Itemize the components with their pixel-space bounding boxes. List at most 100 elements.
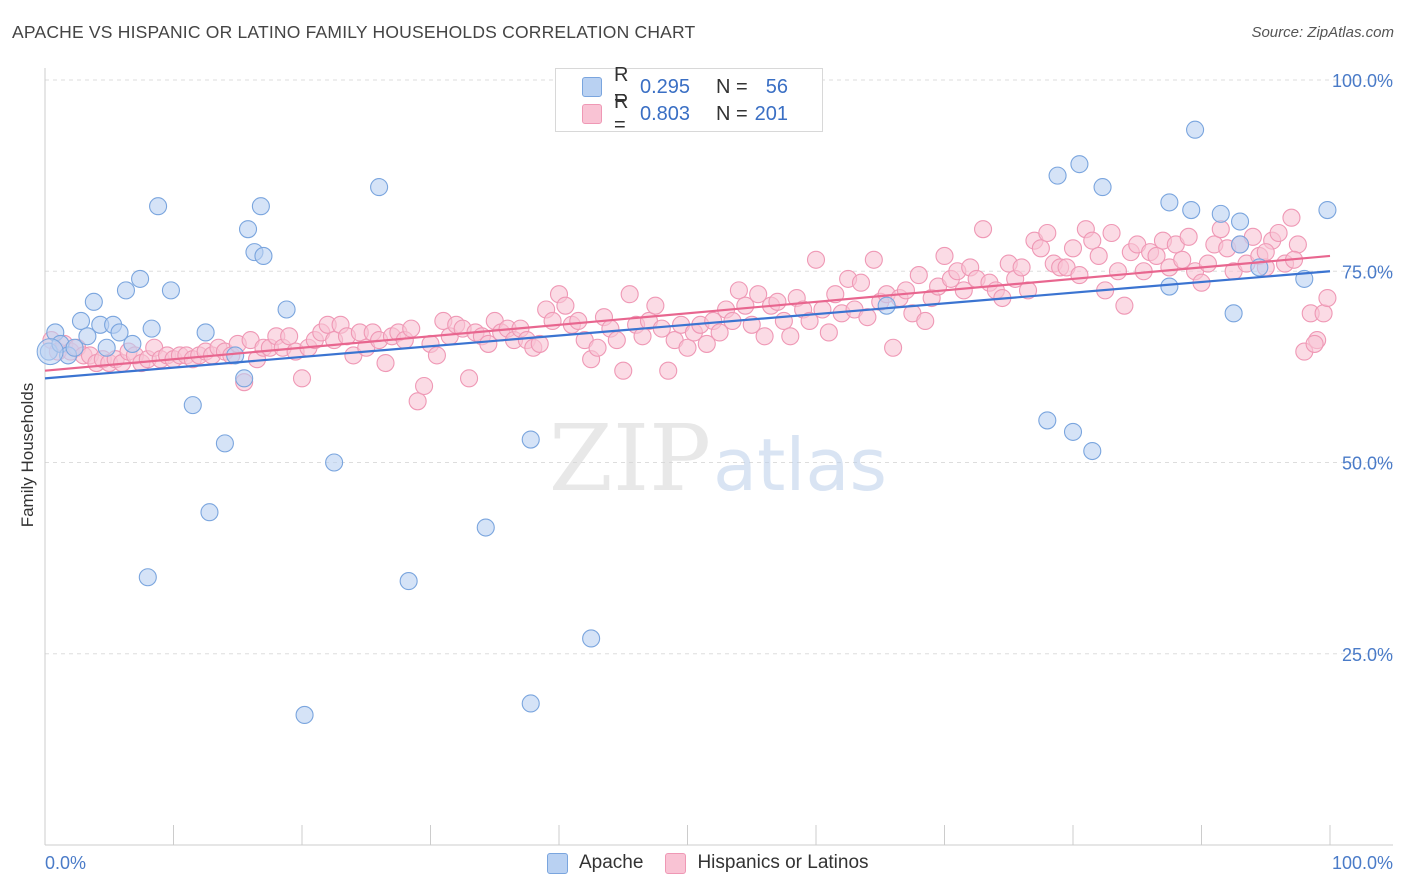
hispanic-point [1147,246,1166,265]
apache-point [84,292,103,311]
hispanic-point [1012,258,1031,277]
apache-point [71,311,91,331]
axis-layer [44,68,1393,846]
y-tick-label: 25.0% [1342,645,1393,665]
series-legend: Apache Hispanics or Latinos [547,852,891,874]
hispanic-point [633,327,652,346]
hispanic-point [1269,223,1288,243]
hispanic-point [697,334,716,353]
x-tick-label: 100.0% [1332,853,1393,873]
apache-point [1186,120,1205,139]
hispanic-point [646,296,665,315]
hispanic-point [826,285,845,304]
y-tick-label: 100.0% [1332,71,1393,91]
legend-n-label: N = [716,75,748,98]
hispanic-point [678,338,697,357]
hispanic-point [884,338,903,357]
y-tick-label: 50.0% [1342,454,1393,474]
apache-point [142,319,161,338]
hispanic-trend-line [44,254,1331,372]
hispanic-point [819,323,838,342]
apache-point [131,269,150,288]
apache-point [238,220,258,239]
hispanic-point [1318,288,1337,308]
hispanic-point [736,296,755,315]
series-legend-label: Hispanics or Latinos [697,852,869,873]
apache-point [36,338,64,366]
hispanic-point [896,281,916,300]
hispanic-point [1115,296,1134,315]
series-legend-label: Apache [579,852,644,873]
apache-point [277,300,296,319]
points-layer [36,120,1337,725]
apache-point [1224,304,1243,323]
hispanic-point [479,334,498,353]
hispanic-point [1256,243,1275,262]
y-tick-label: 75.0% [1342,262,1393,282]
apache-point [1211,204,1230,223]
legend-row-hispanic: R = 0.803 N = 201 [582,91,788,136]
hispanic-point [376,353,395,373]
apache-point [251,197,270,216]
apache-point [1063,422,1083,441]
hispanic-point [749,285,768,304]
legend-r-label: R = [614,91,629,136]
hispanic-point [1083,231,1102,250]
apache-point [196,323,215,342]
hispanic-point [1108,262,1128,281]
apache-point [65,338,84,357]
hispanic-point [973,220,993,239]
hispanic-point [1038,223,1057,243]
hispanic-point [806,250,826,269]
hispanic-point [710,323,729,342]
apache-point [1231,212,1250,231]
apache-point [138,568,157,587]
hispanic-point [935,246,954,265]
tick-labels: 25.0% 50.0% 75.0% 100.0% 0.0% 100.0% [45,71,1393,873]
apache-point [1093,178,1112,197]
legend-r-label: R = [614,64,629,109]
series-legend-apache[interactable]: Apache [547,852,643,874]
apache-point [97,338,116,357]
apache-point [877,296,896,315]
hispanic-point [530,334,549,353]
hispanic-point [774,311,793,331]
hispanic-point [659,361,678,380]
source-label: Source: ZipAtlas.com [1251,24,1394,41]
apache-point [399,572,418,591]
chart-title: APACHE VS HISPANIC OR LATINO FAMILY HOUS… [12,22,696,42]
apache-point [295,705,314,725]
apache-point [161,281,180,300]
apache-point [215,434,234,453]
legend-n-value: 201 [754,102,788,125]
apache-trend-line [44,270,1331,380]
apache-swatch [582,77,602,97]
apache-point [1182,201,1201,220]
hispanic-point [1288,235,1307,254]
correlation-legend: R = 0.295 N = 56 R = 0.803 N = 201 [555,64,823,136]
apache-point [149,197,168,216]
hispanic-point [1198,254,1217,273]
legend-r-value: 0.295 [640,75,691,98]
apache-point [521,430,540,449]
hispanic-point [1282,208,1301,227]
apache-point [183,396,202,415]
legend-r-value: 0.803 [640,102,691,125]
series-legend-hispanic[interactable]: Hispanics or Latinos [665,852,869,874]
hispanic-point [408,392,427,411]
hispanic-point [813,300,832,319]
hispanic-point [1070,266,1089,285]
hispanic-point [1179,227,1198,246]
hispanic-point [755,327,774,346]
apache-point [1070,155,1089,174]
hispanic-point [620,285,639,304]
hispanic-point [427,346,446,365]
hispanic-point [1305,334,1324,353]
apache-point [254,246,273,265]
apache-swatch [547,852,568,874]
hispanic-point [614,361,633,380]
hispanic-point [588,338,607,357]
hispanic-swatch [665,852,687,874]
hispanic-point [1102,223,1121,243]
